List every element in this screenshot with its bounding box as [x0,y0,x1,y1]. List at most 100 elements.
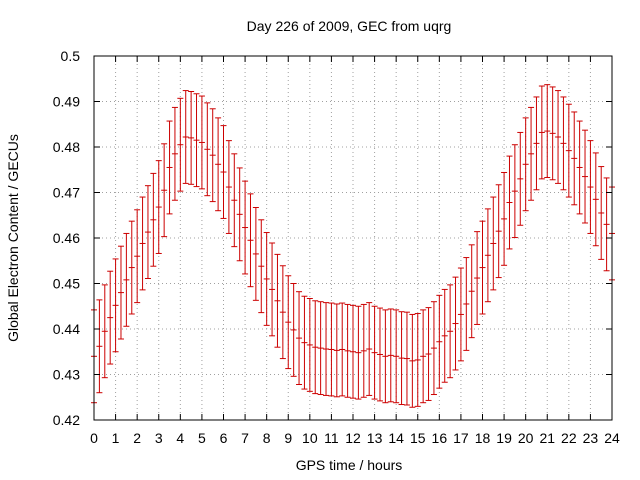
data-point [517,131,524,226]
data-point [582,129,589,224]
y-tick-label: 0.42 [53,412,80,428]
data-point [188,90,195,185]
x-tick-label: 4 [176,430,184,446]
x-tick-label: 0 [90,430,98,446]
data-point [182,90,189,184]
y-tick-label: 0.44 [53,321,80,337]
x-tick-label: 14 [388,430,404,446]
data-point [436,294,443,389]
data-point [382,309,389,404]
data-point [452,276,459,371]
data-point [501,171,508,266]
x-tick-labels: 0 1 2 3 4 5 6 7 8 9 10 11 12 13 14 15 16 17 18 19 20 21 22 23 24 [90,430,620,446]
data-point [603,177,610,272]
data-point [414,313,421,407]
data-point [269,242,276,337]
data-point [355,305,362,400]
data-point [587,140,594,234]
data-point [592,152,599,247]
data-point [317,301,324,396]
data-point [101,284,108,379]
data-point [403,311,410,406]
y-tick-labels: 0.42 0.43 0.44 0.45 0.46 0.47 0.48 0.49 0.5 [53,48,80,428]
x-tick-label: 21 [539,430,555,446]
data-point [333,303,340,398]
y-tick-label: 0.46 [53,230,80,246]
data-point [139,196,146,291]
data-point [409,313,416,408]
y-tick-label: 0.5 [61,48,81,64]
x-tick-label: 10 [302,430,318,446]
x-tick-label: 7 [241,430,249,446]
data-point [533,96,540,191]
data-point [96,299,103,394]
x-tick-label: 6 [220,430,228,446]
data-point [296,291,303,386]
x-tick-label: 16 [432,430,448,446]
data-point [306,298,313,392]
data-point [393,309,400,404]
data-point [279,265,286,360]
data-point [117,245,124,340]
x-tick-label: 23 [583,430,599,446]
data-point [225,140,232,234]
x-tick-label: 20 [518,430,534,446]
data-point [544,84,551,178]
x-tick-label: 3 [155,430,163,446]
data-point [155,160,162,254]
data-point [166,120,173,215]
x-tick-label: 18 [475,430,491,446]
data-point [328,302,335,397]
y-tick-label: 0.47 [53,185,80,201]
data-point [144,185,151,279]
data-point [204,102,211,197]
data-point [598,166,605,260]
x-tick-label: 12 [345,430,361,446]
data-point [565,103,572,198]
x-tick-label: 13 [367,430,383,446]
data-point [479,220,486,315]
data-point [528,106,535,201]
data-point [177,97,184,192]
data-point [425,307,432,401]
x-tick-label: 9 [284,430,292,446]
x-tick-label: 5 [198,430,206,446]
data-point [220,125,227,219]
y-tick-label: 0.43 [53,367,80,383]
y-axis-label: Global Electron Content / GECUs [5,134,21,342]
data-point [457,267,464,362]
data-point [107,270,114,365]
data-point [474,231,481,325]
data-point [112,258,119,353]
data-point [430,301,437,396]
x-tick-label: 24 [604,430,620,446]
data-point [252,207,259,301]
data-point [339,302,346,397]
y-tick-label: 0.49 [53,94,80,110]
data-point [242,180,249,275]
data-point [555,90,562,184]
data-point [290,283,297,377]
x-tick-label: 15 [410,430,426,446]
x-tick-label: 2 [133,430,141,446]
data-point [215,117,222,212]
x-tick-label: 17 [453,430,469,446]
y-tick-label: 0.48 [53,139,80,155]
data-point [506,155,513,250]
data-point [236,167,243,262]
data-point [549,86,556,181]
data-point [538,85,545,180]
data-point [123,232,130,327]
data-point [350,304,356,399]
chart-title: Day 226 of 2009, GEC from uqrg [247,18,452,34]
data-point [247,193,254,288]
data-point [376,307,383,402]
x-tick-label: 22 [561,430,577,446]
data-point [571,111,578,206]
data-point [371,305,378,400]
data-point [128,220,135,315]
x-tick-label: 1 [112,430,120,446]
data-point [193,93,200,188]
data-point [495,184,502,279]
